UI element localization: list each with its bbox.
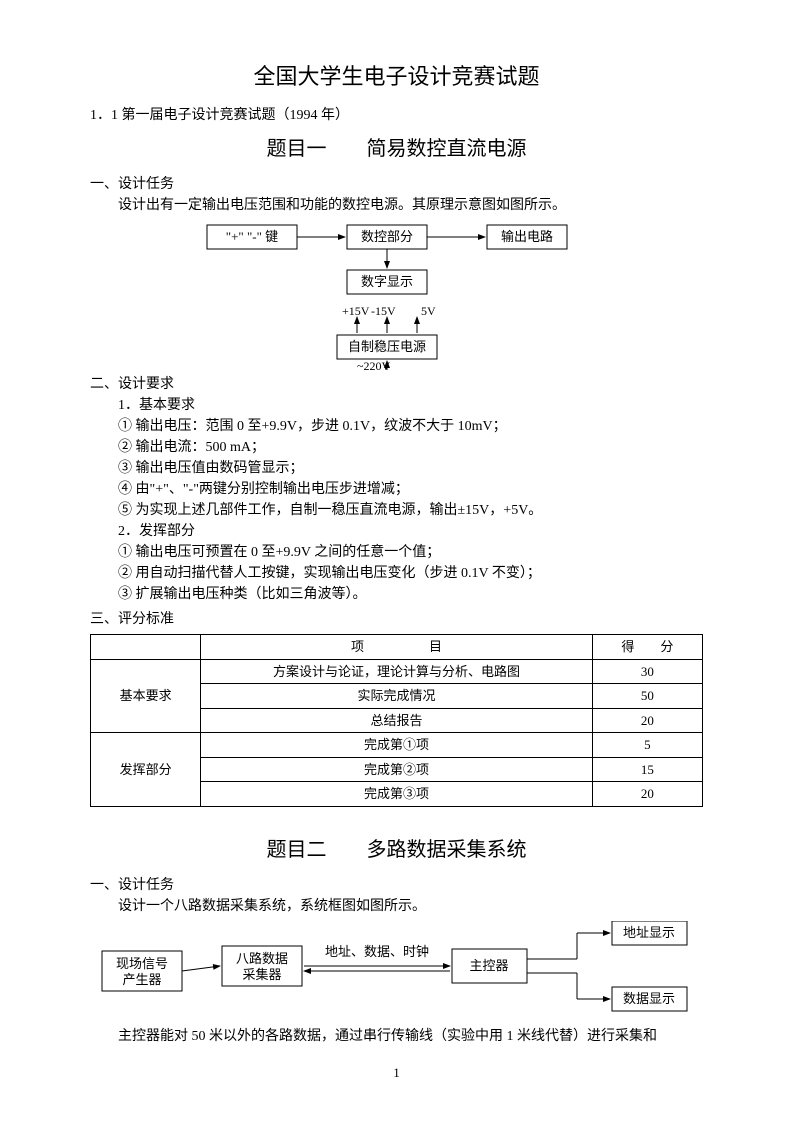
d2-b4: 地址显示 [622, 925, 674, 940]
ext2: ② 用自动扫描代替人工按键，实现输出电压变化（步进 0.1V 不变）； [90, 563, 703, 584]
d1-b4: 数字显示 [360, 274, 412, 289]
d1-b3: 输出电路 [500, 229, 552, 244]
t2-sec1-head: 一、设计任务 [90, 875, 703, 896]
r12: 实际完成情况 [201, 684, 593, 709]
ext1: ① 输出电压可预置在 0 至+9.9V 之间的任意一个值； [90, 542, 703, 563]
sec1-body: 设计出有一定输出电压范围和功能的数控电源。其原理示意图如图所示。 [90, 195, 703, 216]
sec2-sub1: 1．基本要求 [90, 395, 703, 416]
d1-b5: 自制稳压电源 [347, 339, 425, 354]
s22: 15 [592, 757, 702, 782]
sec1-head: 一、设计任务 [90, 174, 703, 195]
r23: 完成第③项 [201, 782, 593, 807]
s13: 20 [592, 708, 702, 733]
s11: 30 [592, 659, 702, 684]
diagram-2: 现场信号 产生器 八路数据 采集器 地址、数据、时钟 主控器 地址显示 数据显示 [90, 921, 703, 1016]
page-number: 1 [0, 1063, 793, 1083]
d2-b1b: 产生器 [122, 972, 161, 987]
group-basic: 基本要求 [91, 659, 201, 733]
th-item: 项 目 [201, 635, 593, 660]
d1-l5: 5V [421, 304, 436, 318]
r22: 完成第②项 [201, 757, 593, 782]
s23: 20 [592, 782, 702, 807]
d2-b3: 主控器 [469, 958, 508, 973]
chapter-line: 1．1 第一届电子设计竞赛试题（1994 年） [90, 105, 703, 126]
d1-b1: "+" "-" 键 [225, 229, 277, 244]
r21: 完成第①项 [201, 733, 593, 758]
s12: 50 [592, 684, 702, 709]
t2-foot: 主控器能对 50 米以外的各路数据，通过串行传输线（实验中用 1 米线代替）进行… [90, 1026, 703, 1047]
d2-label: 地址、数据、时钟 [324, 944, 428, 959]
req1: ① 输出电压：范围 0 至+9.9V，步进 0.1V，纹波不大于 10mV； [90, 416, 703, 437]
topic2-title: 题目二 多路数据采集系统 [90, 835, 703, 865]
t2-sec1-body: 设计一个八路数据采集系统，系统框图如图所示。 [90, 896, 703, 917]
req2: ② 输出电流：500 mA； [90, 437, 703, 458]
r13: 总结报告 [201, 708, 593, 733]
d1-l220: ~220V [357, 359, 390, 370]
req5: ⑤ 为实现上述几部件工作，自制一稳压直流电源，输出±15V，+5V。 [90, 500, 703, 521]
topic1-title: 题目一 简易数控直流电源 [90, 134, 703, 164]
d1-l15n: -15V [371, 304, 396, 318]
sec2-sub2: 2．发挥部分 [90, 521, 703, 542]
sec3-head: 三、评分标准 [90, 609, 703, 630]
group-ext: 发挥部分 [91, 733, 201, 807]
d2-b2a: 八路数据 [235, 951, 287, 966]
req4: ④ 由"+"、"-"两键分别控制输出电压步进增减； [90, 479, 703, 500]
d2-b1a: 现场信号 [115, 956, 167, 971]
req3: ③ 输出电压值由数码管显示； [90, 458, 703, 479]
d1-l15p: +15V [342, 304, 370, 318]
d2-b5: 数据显示 [622, 991, 674, 1006]
diagram-1: "+" "-" 键 数控部分 输出电路 数字显示 自制稳压电源 +15V -15… [90, 220, 703, 370]
sec2-head: 二、设计要求 [90, 374, 703, 395]
d1-b2: 数控部分 [360, 229, 412, 244]
d2-b2b: 采集器 [242, 967, 281, 982]
th-score: 得 分 [592, 635, 702, 660]
r11: 方案设计与论证，理论计算与分析、电路图 [201, 659, 593, 684]
score-table: 项 目 得 分 基本要求 方案设计与论证，理论计算与分析、电路图 30 实际完成… [90, 634, 703, 807]
main-title: 全国大学生电子设计竞赛试题 [90, 60, 703, 93]
ext3: ③ 扩展输出电压种类（比如三角波等）。 [90, 584, 703, 605]
s21: 5 [592, 733, 702, 758]
